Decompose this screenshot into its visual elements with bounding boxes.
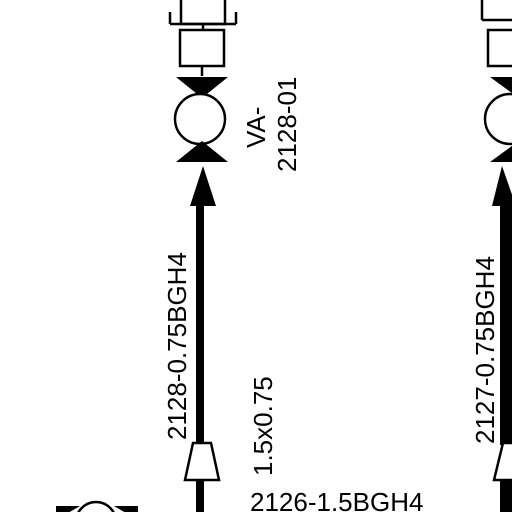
process-line-left-lower [196, 480, 204, 512]
valve-tag-line2: 2128-01 [272, 77, 302, 172]
process-line-right-lower [500, 480, 512, 512]
reducer-size-label: 1.5x0.75 [248, 376, 278, 476]
valve-symbol-right [483, 77, 512, 162]
process-line-left [196, 200, 204, 445]
top-fitting-right [480, 0, 512, 68]
valve-symbol-left [173, 77, 228, 162]
flow-arrow-left [190, 166, 216, 206]
top-fitting-left [168, 0, 238, 30]
valve-symbol-bottom-left [56, 500, 138, 512]
reducer-symbol [183, 441, 221, 482]
line-label-right: 2127-0.75BGH4 [470, 256, 500, 444]
flow-arrow-right [492, 166, 512, 206]
line-label-bottom: 2126-1.5BGH4 [250, 487, 423, 512]
valve-tag-line1: VA- [241, 107, 271, 148]
process-line-right [500, 200, 512, 445]
reducer-symbol-right [492, 441, 512, 482]
line-label-left: 2128-0.75BGH4 [162, 252, 192, 440]
flange-block-left [178, 28, 226, 76]
